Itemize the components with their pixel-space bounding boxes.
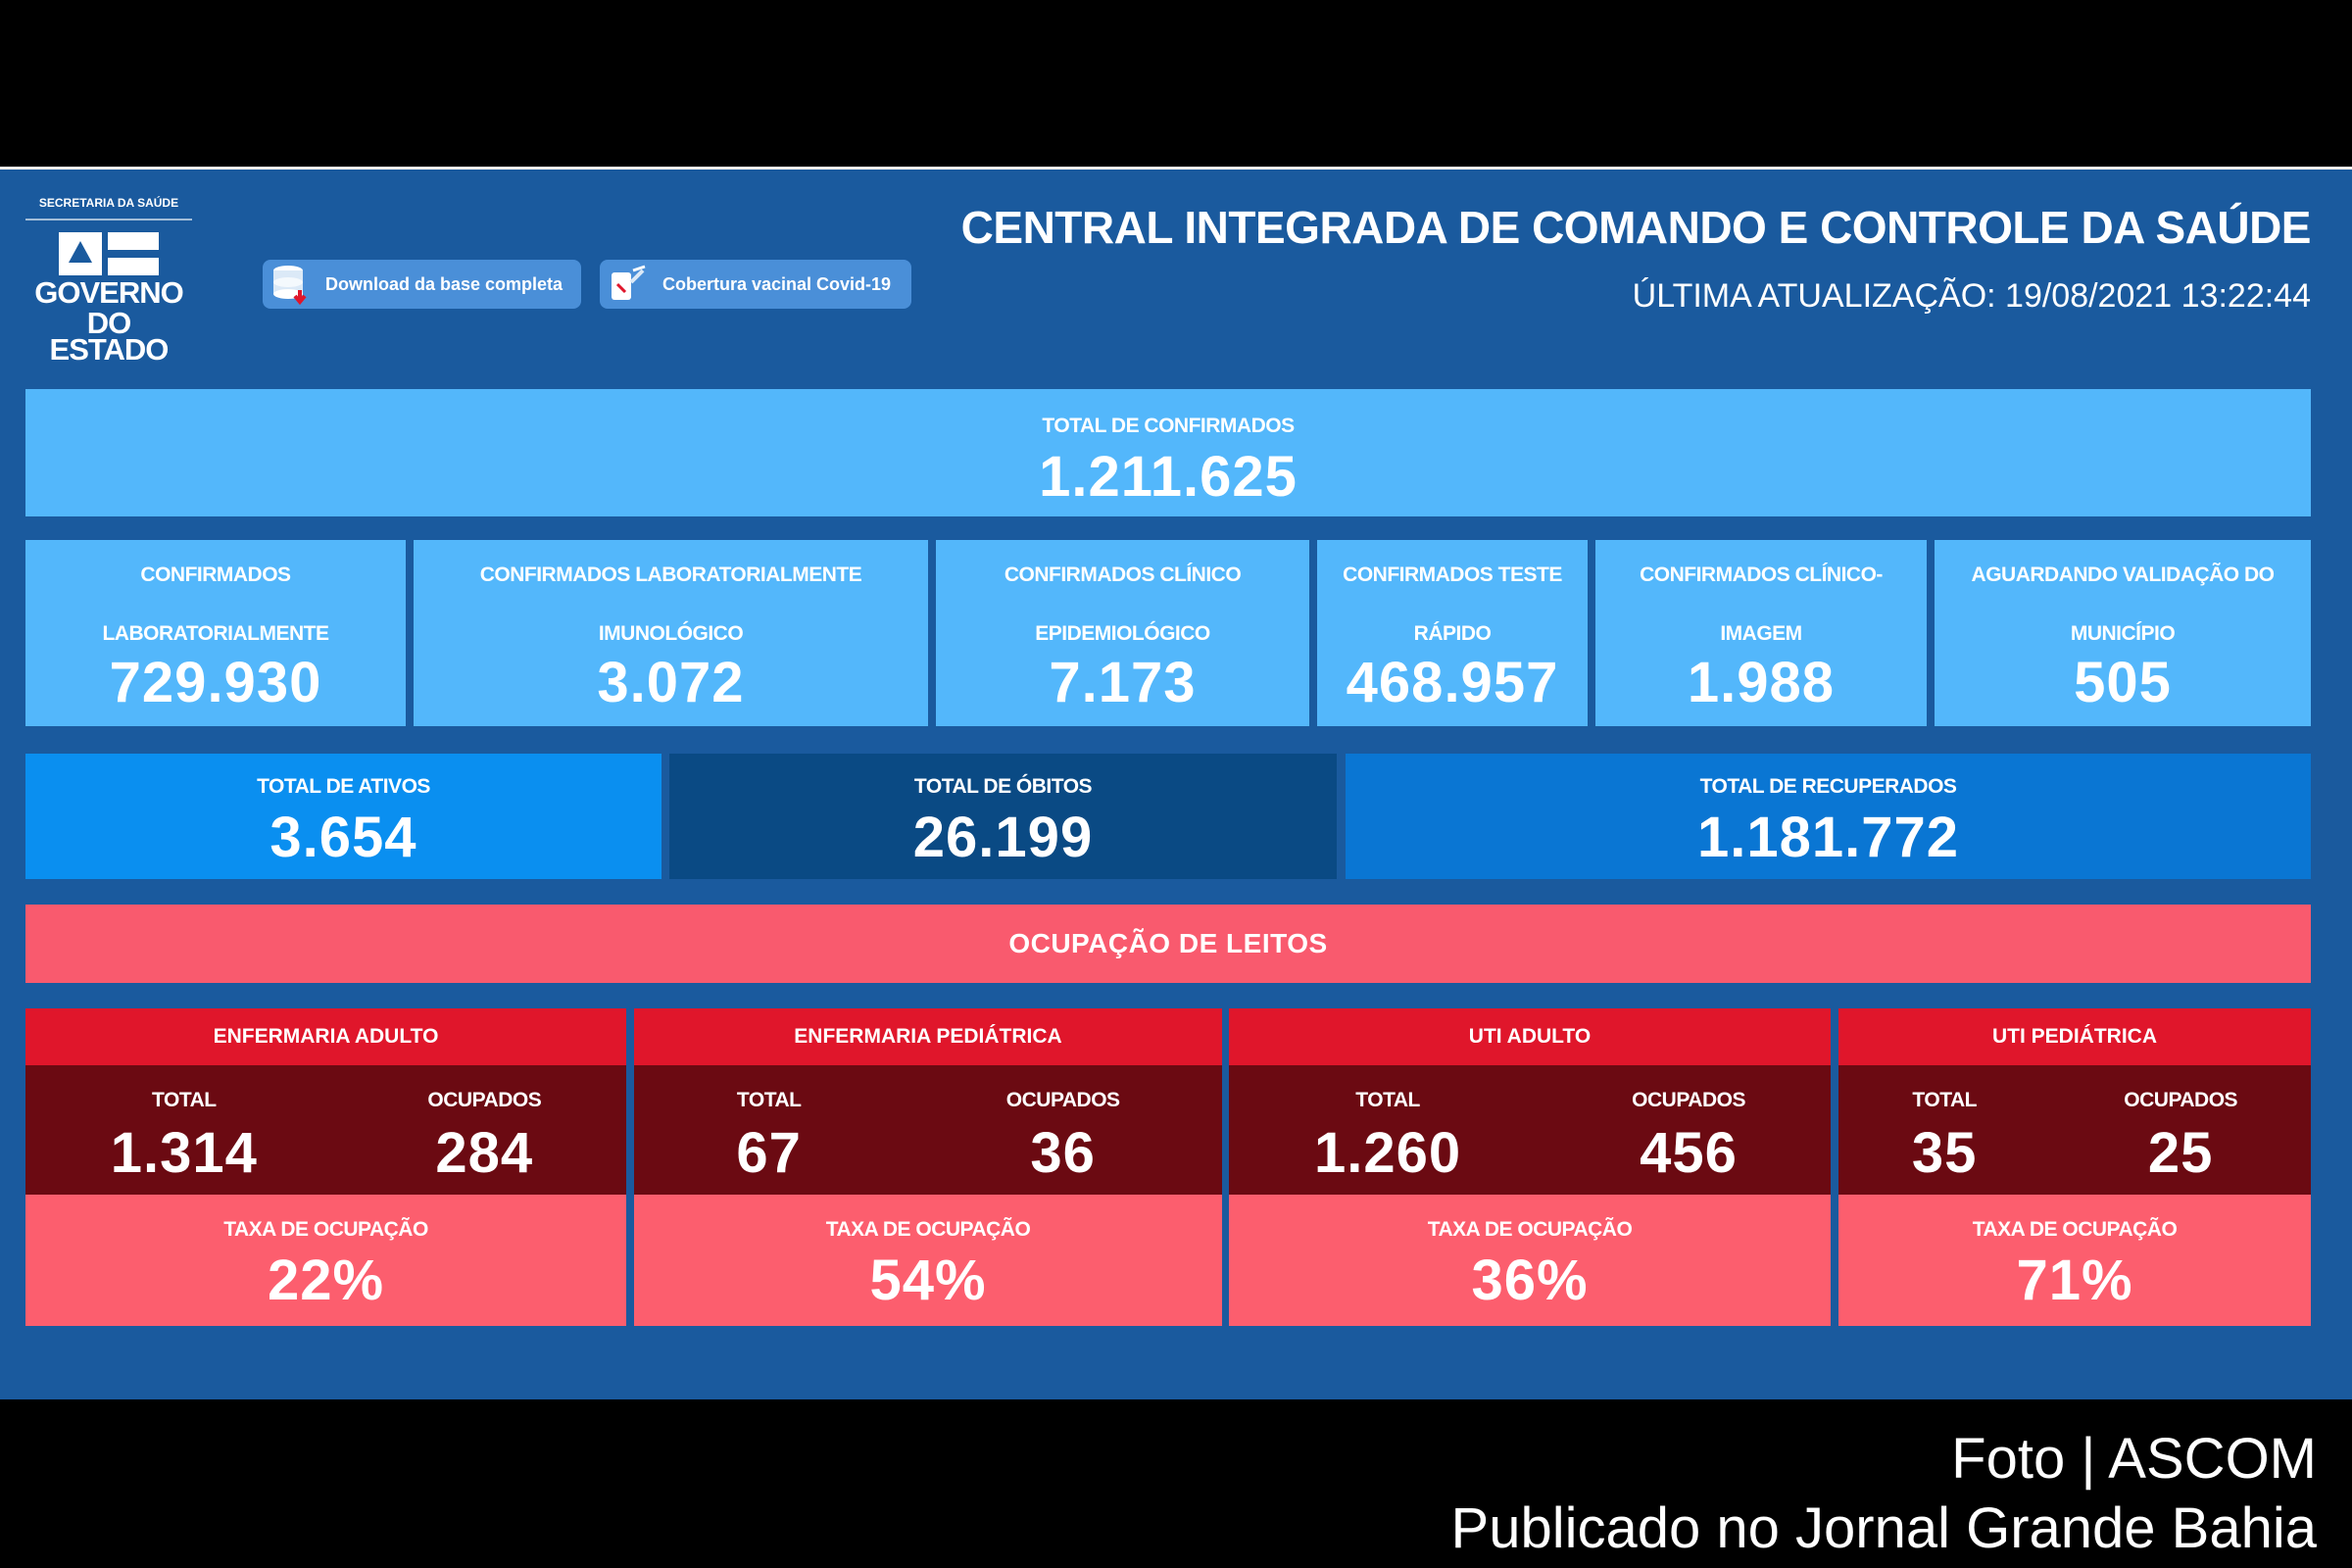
logo-governo-text: GOVERNO: [34, 275, 183, 310]
confirmed-clinical-imaging-card: CONFIRMADOS CLÍNICO- IMAGEM 1.988: [1595, 540, 1927, 726]
total-deaths-label: TOTAL DE ÓBITOS: [913, 775, 1093, 798]
bed-occupied-value: 25: [2147, 1121, 2214, 1185]
total-active-card: TOTAL DE ATIVOS 3.654: [25, 754, 662, 879]
bed-card-title: UTI ADULTO: [1229, 1008, 1831, 1065]
occupancy-rate-label: TAXA DE OCUPAÇÃO: [223, 1218, 428, 1241]
awaiting-validation-label: AGUARDANDO VALIDAÇÃO DO MUNICÍPIO: [1971, 564, 2275, 645]
database-download-icon: [269, 263, 312, 306]
bed-total-value: 1.314: [110, 1121, 258, 1185]
bed-total-label: TOTAL: [152, 1089, 217, 1111]
confirmed-clinical-epi-card: CONFIRMADOS CLÍNICO EPIDEMIOLÓGICO 7.173: [936, 540, 1309, 726]
occupancy-rate-label: TAXA DE OCUPAÇÃO: [825, 1218, 1031, 1241]
bed-card-pediatric-ward: ENFERMARIA PEDIÁTRICA TOTAL 67 OCUPADOS 36…: [634, 1008, 1222, 1326]
dashboard: SECRETARIA DA SAÚDE GOVERNO DO ESTADO Do…: [0, 167, 2352, 1399]
confirmed-clinical-epi-label: CONFIRMADOS CLÍNICO EPIDEMIOLÓGICO: [1004, 564, 1242, 645]
total-active-value: 3.654: [270, 806, 417, 869]
logo-estado-text: DO ESTADO: [49, 306, 170, 367]
total-deaths-value: 26.199: [912, 806, 1094, 869]
confirmed-lab-value: 729.930: [109, 651, 322, 714]
bed-occupied-value: 456: [1640, 1121, 1738, 1185]
publication-credit: Publicado no Jornal Grande Bahia: [1450, 1496, 2317, 1560]
bed-occupied-label: OCUPADOS: [1005, 1089, 1120, 1111]
bed-card-adult-ward: ENFERMARIA ADULTO TOTAL 1.314 OCUPADOS 284…: [25, 1008, 626, 1326]
confirmed-clinical-epi-value: 7.173: [1049, 651, 1197, 714]
bed-occupancy-heading: OCUPAÇÃO DE LEITOS: [25, 905, 2311, 983]
confirmed-immunological-card: CONFIRMADOS LABORATORIALMENTE IMUNOLÓGICO…: [414, 540, 928, 726]
awaiting-validation-value: 505: [2074, 651, 2172, 714]
occupancy-rate-value: 54%: [869, 1249, 987, 1312]
confirmed-clinical-imaging-label: CONFIRMADOS CLÍNICO- IMAGEM: [1640, 564, 1883, 645]
total-confirmed-card: TOTAL DE CONFIRMADOS 1.211.625: [25, 389, 2311, 516]
government-logo: SECRETARIA DA SAÚDE GOVERNO DO ESTADO: [25, 195, 192, 365]
bed-card-adult-icu: UTI ADULTO TOTAL 1.260 OCUPADOS 456 TAXA D…: [1229, 1008, 1831, 1326]
bed-card-pediatric-icu: UTI PEDIÁTRICA TOTAL 35 OCUPADOS 25 TAXA D…: [1838, 1008, 2311, 1326]
total-recovered-label: TOTAL DE RECUPERADOS: [1699, 775, 1957, 798]
total-recovered-card: TOTAL DE RECUPERADOS 1.181.772: [1346, 754, 2311, 879]
occupancy-rate-label: TAXA DE OCUPAÇÃO: [1427, 1218, 1633, 1241]
vaccine-button-label: Cobertura vacinal Covid-19: [662, 273, 892, 294]
bed-card-title: ENFERMARIA PEDIÁTRICA: [634, 1008, 1222, 1065]
bed-occupied-label: OCUPADOS: [427, 1089, 542, 1111]
total-confirmed-value: 1.211.625: [1039, 445, 1298, 509]
bed-total-label: TOTAL: [736, 1089, 802, 1111]
confirmed-immunological-label: CONFIRMADOS LABORATORIALMENTE IMUNOLÓGICO: [479, 564, 862, 645]
confirmed-clinical-imaging-value: 1.988: [1687, 651, 1836, 714]
confirmed-rapid-test-card: CONFIRMADOS TESTE RÁPIDO 468.957: [1317, 540, 1588, 726]
total-active-label: TOTAL DE ATIVOS: [257, 775, 430, 798]
logo-divider: [25, 219, 192, 220]
last-update-timestamp: ÚLTIMA ATUALIZAÇÃO: 19/08/2021 13:22:44: [1632, 277, 2311, 315]
occupancy-rate-value: 71%: [2016, 1249, 2133, 1312]
confirmed-immunological-value: 3.072: [597, 651, 745, 714]
awaiting-validation-card: AGUARDANDO VALIDAÇÃO DO MUNICÍPIO 505: [1935, 540, 2311, 726]
vaccine-icon: [606, 263, 649, 306]
occupancy-rate-value: 22%: [267, 1249, 385, 1312]
bed-total-label: TOTAL: [1912, 1089, 1977, 1111]
occupancy-rate-label: TAXA DE OCUPAÇÃO: [1972, 1218, 2178, 1241]
total-deaths-card: TOTAL DE ÓBITOS 26.199: [669, 754, 1337, 879]
bed-occupied-label: OCUPADOS: [2124, 1089, 2238, 1111]
bed-card-title: UTI PEDIÁTRICA: [1838, 1008, 2311, 1065]
page-title: CENTRAL INTEGRADA DE COMANDO E CONTROLE …: [960, 202, 2312, 253]
bed-total-label: TOTAL: [1355, 1089, 1420, 1111]
confirmed-rapid-test-label: CONFIRMADOS TESTE RÁPIDO: [1343, 564, 1562, 645]
bed-total-value: 67: [736, 1121, 802, 1185]
logo-mark-icon: [25, 232, 192, 275]
download-database-button[interactable]: Download da base completa: [263, 260, 581, 309]
bed-occupied-value: 36: [1030, 1121, 1096, 1185]
bed-total-value: 35: [1911, 1121, 1978, 1185]
occupancy-rate-value: 36%: [1471, 1249, 1589, 1312]
bed-total-value: 1.260: [1314, 1121, 1462, 1185]
bed-occupied-label: OCUPADOS: [1632, 1089, 1745, 1111]
vaccine-coverage-button[interactable]: Cobertura vacinal Covid-19: [600, 260, 911, 309]
download-button-label: Download da base completa: [325, 273, 564, 294]
confirmed-lab-card: CONFIRMADOS LABORATORIALMENTE 729.930: [25, 540, 406, 726]
logo-secretaria-text: SECRETARIA DA SAÚDE: [38, 196, 179, 210]
total-recovered-value: 1.181.772: [1696, 806, 1960, 869]
bed-occupied-value: 284: [435, 1121, 534, 1185]
confirmed-lab-label: CONFIRMADOS LABORATORIALMENTE: [102, 564, 329, 645]
photo-credit: Foto | ASCOM: [1951, 1427, 2317, 1491]
total-confirmed-label: TOTAL DE CONFIRMADOS: [1042, 415, 1295, 437]
bed-card-title: ENFERMARIA ADULTO: [25, 1008, 626, 1065]
confirmed-rapid-test-value: 468.957: [1346, 651, 1559, 714]
